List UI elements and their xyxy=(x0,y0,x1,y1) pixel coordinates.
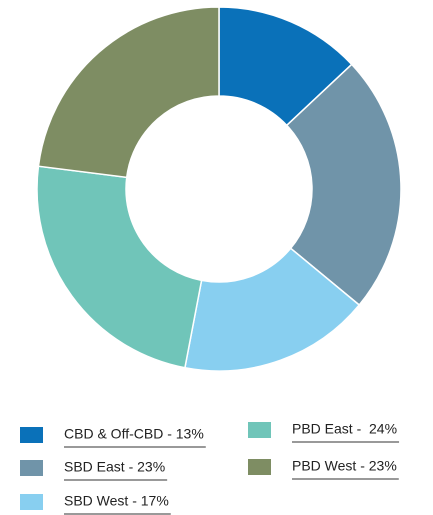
legend-swatch xyxy=(20,460,43,476)
legend-label: PBD East - 24% xyxy=(292,421,397,437)
legend-label: SBD East - 23% xyxy=(64,459,165,475)
pie-slice xyxy=(36,165,203,369)
legend-label: SBD West - 17% xyxy=(64,493,169,509)
legend-label: PBD West - 23% xyxy=(292,458,397,474)
legend-swatch xyxy=(20,494,43,510)
legend-swatch xyxy=(248,459,271,475)
pie-slice xyxy=(285,63,402,307)
legend-swatch xyxy=(248,422,271,438)
legend-label: CBD & Off-CBD - 13% xyxy=(64,426,204,442)
pie-slice xyxy=(37,6,220,179)
legend-swatch xyxy=(20,427,43,443)
pie-slice xyxy=(184,247,361,372)
